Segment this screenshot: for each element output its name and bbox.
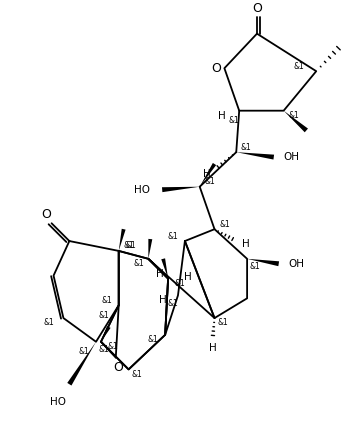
Text: &1: &1 [148,335,158,344]
Polygon shape [247,259,279,266]
Text: &1: &1 [102,296,112,305]
Polygon shape [67,342,96,385]
Polygon shape [200,163,216,187]
Text: &1: &1 [288,111,299,120]
Text: &1: &1 [43,319,54,328]
Text: O: O [113,361,123,374]
Text: O: O [211,62,221,75]
Text: OH: OH [283,152,300,162]
Text: &1: &1 [250,262,261,271]
Text: &1: &1 [79,347,90,356]
Polygon shape [101,326,110,342]
Text: HO: HO [49,397,66,407]
Polygon shape [148,239,152,259]
Text: HO: HO [134,185,150,195]
Text: H: H [156,269,164,279]
Text: &1: &1 [123,241,134,250]
Text: &1: &1 [98,311,109,319]
Text: OH: OH [288,259,305,269]
Text: &1: &1 [219,220,230,229]
Text: &1: &1 [293,62,304,71]
Text: H: H [159,295,167,305]
Text: &1: &1 [107,342,118,351]
Text: H: H [184,272,192,282]
Text: &1: &1 [204,177,215,186]
Text: &1: &1 [229,116,240,125]
Polygon shape [161,258,168,279]
Polygon shape [236,152,274,160]
Text: O: O [252,3,262,16]
Text: H: H [217,111,225,121]
Text: H: H [203,169,210,179]
Text: O: O [42,208,52,221]
Text: &1: &1 [133,259,144,268]
Text: &1: &1 [175,279,185,288]
Text: &1: &1 [131,370,142,379]
Polygon shape [119,229,126,251]
Text: &1: &1 [217,319,228,328]
Text: &1: &1 [125,241,136,250]
Text: &1: &1 [168,232,178,240]
Polygon shape [284,111,308,132]
Polygon shape [162,187,200,192]
Text: H: H [242,239,250,249]
Text: &1: &1 [168,299,178,308]
Text: &1: &1 [98,345,109,354]
Text: &1: &1 [241,143,251,152]
Text: H: H [209,343,216,353]
